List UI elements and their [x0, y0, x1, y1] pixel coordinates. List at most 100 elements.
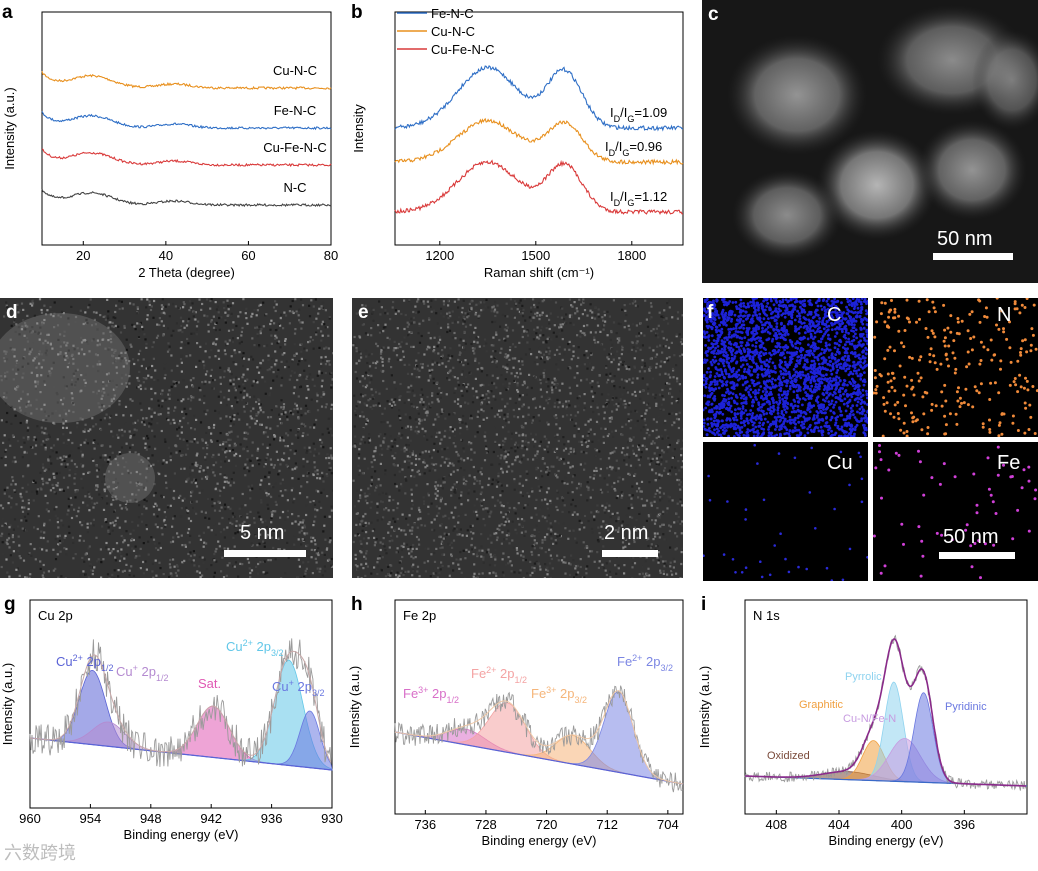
plot-frame-i [744, 599, 1028, 815]
panel-h: h 736 728 720 712 704 Binding energy (eV) Inten… [345, 588, 695, 871]
series-label-a-1: Fe-N-C [274, 103, 317, 118]
peak-label-i-4: Pyridinic [945, 701, 987, 713]
x-axis-label-i: Binding energy (eV) [829, 833, 944, 848]
panel-i: i 408 404 400 396 Binding energy (eV) Intensit… [695, 588, 1038, 871]
scale-bar-label-c: 50 nm [937, 228, 993, 250]
x-tick-label-a-2: 60 [241, 248, 255, 263]
scale-bar-e [602, 550, 658, 557]
chart-a-xrd: a 20 40 60 80 2 Theta (degree) Intensity (a.u.… [2, 2, 338, 280]
y-axis-label-g: Intensity (a.u.) [0, 663, 15, 745]
image-d-haadf: d 5 nm [0, 298, 333, 578]
x-tick-label-h-4: 704 [657, 817, 679, 832]
x-tick-label-h-2: 720 [536, 817, 558, 832]
scale-bar-d [224, 550, 306, 557]
panel-b: b 1200 1500 1800 Raman shift (cm⁻¹) Intensity… [345, 0, 695, 285]
x-tick-label-i-2: 400 [891, 817, 913, 832]
peak-label-h-0: Fe3+ 2p1/2 [403, 685, 459, 705]
series-line-b-2 [394, 159, 684, 215]
legend-label-b-0: Fe-N-C [431, 6, 474, 21]
eds-map-label-n: N [997, 304, 1012, 326]
peak-label-g-1: Cu+ 2p1/2 [116, 663, 168, 683]
peak-label-i-3: Cu-N/Fe-N [843, 713, 896, 725]
x-tick-label-g-5: 930 [321, 811, 343, 826]
envelope-h [394, 690, 684, 785]
x-axis-label-h: Binding energy (eV) [482, 833, 597, 848]
x-tick-label-i-1: 404 [828, 817, 850, 832]
ratio-label-b-0: ID/IG=1.09 [610, 105, 667, 124]
peak-label-g-3: Cu2+ 2p3/2 [226, 638, 283, 658]
chart-i-n1s: i 408 404 400 396 Binding energy (eV) Intensit… [697, 594, 1028, 848]
panel-label-b: b [351, 2, 363, 23]
series-line-a-3 [41, 188, 332, 208]
series-line-a-0 [41, 71, 332, 91]
panel-label-g: g [4, 594, 16, 615]
peak-label-g-4: Cu+ 2p3/2 [272, 678, 324, 698]
eds-map-c: f C [703, 298, 868, 437]
peak-label-g-0: Cu2+ 2p1/2 [56, 653, 113, 673]
scale-bar-label-e: 2 nm [604, 522, 649, 544]
x-tick-label-h-3: 712 [596, 817, 618, 832]
y-axis-label-a: Intensity (a.u.) [2, 87, 17, 169]
eds-map-label-c: C [827, 304, 842, 326]
x-tick-label-g-0: 960 [19, 811, 41, 826]
x-tick-label-g-3: 942 [200, 811, 222, 826]
haadf-texture-e [352, 298, 683, 578]
tem-particles [727, 5, 1038, 260]
scale-bar-label-f: 50 nm [943, 526, 999, 548]
scale-bar-label-d: 5 nm [240, 522, 285, 544]
x-tick-label-b-0: 1200 [425, 248, 454, 263]
ratio-label-b-1: ID/IG=0.96 [605, 139, 662, 158]
x-tick-label-h-1: 728 [475, 817, 497, 832]
peak-label-h-1: Fe2+ 2p1/2 [471, 665, 527, 685]
x-tick-label-a-3: 80 [324, 248, 338, 263]
peak-label-h-3: Fe2+ 2p3/2 [617, 653, 673, 673]
raw-spectrum-g [29, 638, 332, 767]
y-axis-label-i: Intensity (a.u.) [697, 666, 712, 748]
x-tick-label-i-3: 396 [953, 817, 975, 832]
peak-label-i-0: Oxidized [767, 750, 810, 762]
envelope-i [745, 638, 1027, 787]
peak-label-g-2: Sat. [198, 676, 221, 691]
panel-a: a 20 40 60 80 2 Theta (degree) Intensity (a.u.… [0, 0, 345, 285]
x-tick-label-b-2: 1800 [617, 248, 646, 263]
eds-map-n: N [873, 298, 1038, 437]
legend-label-b-1: Cu-N-C [431, 24, 475, 39]
series-line-b-1 [394, 117, 684, 166]
series-label-a-0: Cu-N-C [273, 63, 317, 78]
x-tick-label-g-4: 936 [261, 811, 283, 826]
series-line-a-2 [41, 148, 332, 168]
chart-g-cu2p: g 960 954 948 942 936 930 Binding energy (eV) In… [0, 594, 343, 842]
eds-map-cu: Cu [703, 442, 868, 581]
x-tick-label-g-1: 954 [80, 811, 102, 826]
image-f-eds: f C N Cu Fe 50 nm [703, 298, 1038, 581]
peak-label-h-2: Fe3+ 2p3/2 [531, 685, 587, 705]
x-axis-label-g: Binding energy (eV) [124, 827, 239, 842]
spectrum-title-h: Fe 2p [403, 608, 436, 623]
panel-label-f: f [707, 302, 714, 323]
eds-map-fe: Fe 50 nm [873, 442, 1038, 581]
plot-frame-g [29, 599, 333, 809]
chart-b-raman: b 1200 1500 1800 Raman shift (cm⁻¹) Intensity… [351, 2, 684, 280]
ratio-label-b-2: ID/IG=1.12 [610, 189, 667, 208]
spectrum-title-g: Cu 2p [38, 608, 73, 623]
panel-label-d: d [6, 302, 18, 323]
panel-label-e: e [358, 302, 369, 323]
plot-frame-a [41, 11, 332, 246]
x-tick-label-g-2: 948 [140, 811, 162, 826]
x-tick-label-a-1: 40 [159, 248, 173, 263]
legend-label-b-2: Cu-Fe-N-C [431, 42, 495, 57]
series-label-a-3: N-C [283, 180, 306, 195]
panel-label-h: h [351, 594, 363, 615]
y-axis-label-b: Intensity [351, 104, 366, 153]
envelope-g [29, 650, 332, 763]
spectrum-title-i: N 1s [753, 608, 780, 623]
scale-bar-c [933, 253, 1013, 260]
scale-bar-f [939, 552, 1015, 559]
series-line-b-0 [394, 65, 684, 132]
chart-h-fe2p: h 736 728 720 712 704 Binding energy (eV) Inten… [347, 594, 684, 848]
peak-label-i-1: Graphitic [799, 699, 844, 711]
peak-label-i-2: Pyrrolic [845, 671, 882, 683]
watermark: 六数跨境 [4, 843, 76, 863]
image-c-tem: c 50 nm [702, 0, 1038, 283]
panel-label-a: a [2, 2, 13, 23]
